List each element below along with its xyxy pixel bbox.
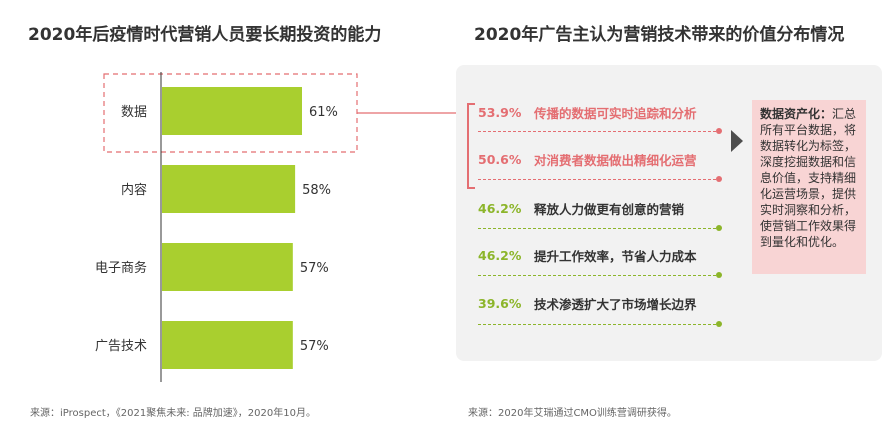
arrow-right-icon xyxy=(731,130,743,152)
category-label: 电子商务 xyxy=(95,260,147,276)
value-item: 53.9% 传播的数据可实时追踪和分析 xyxy=(478,100,697,124)
item-divider xyxy=(478,228,716,229)
bar xyxy=(162,321,293,369)
value-item-pct: 46.2% xyxy=(478,247,522,263)
bar xyxy=(162,243,293,291)
highlight-bracket xyxy=(467,103,475,189)
item-divider xyxy=(478,131,716,132)
item-divider xyxy=(478,324,716,325)
divider-dot xyxy=(716,272,722,278)
value-item-text: 提升工作效率，节省人力成本 xyxy=(534,248,697,264)
note-heading: 数据资产化： xyxy=(760,107,833,121)
item-divider xyxy=(478,179,716,180)
value-item-pct: 53.9% xyxy=(478,104,522,120)
right-source-note: 来源：2020年艾瑞通过CMO训练营调研获得。 xyxy=(468,408,677,419)
divider-dot xyxy=(716,321,722,327)
category-label: 数据 xyxy=(121,105,147,120)
value-item-text: 释放人力做更有创意的营销 xyxy=(534,201,685,217)
divider-dot xyxy=(716,225,722,231)
left-source-note: 来源：iProspect，《2021聚焦未来: 品牌加速》，2020年10月。 xyxy=(30,408,316,419)
value-label: 61% xyxy=(309,105,338,120)
item-divider xyxy=(478,275,716,276)
value-item: 46.2% 释放人力做更有创意的营销 xyxy=(478,196,684,220)
value-item: 39.6% 技术渗透扩大了市场增长边界 xyxy=(478,291,697,315)
value-label: 57% xyxy=(300,339,329,354)
value-item-pct: 50.6% xyxy=(478,151,522,167)
divider-dot xyxy=(716,176,722,182)
value-label: 57% xyxy=(300,261,329,276)
value-item-pct: 39.6% xyxy=(478,295,522,311)
value-item-text: 传播的数据可实时追踪和分析 xyxy=(534,105,697,121)
divider-dot xyxy=(716,128,722,134)
bars-layer: 数据 61% 内容 58% 电子商务 57% 广告技术 57% xyxy=(95,72,467,382)
value-item: 50.6% 对消费者数据做出精细化运营 xyxy=(478,147,697,171)
value-item-text: 技术渗透扩大了市场增长边界 xyxy=(534,296,697,312)
category-label: 内容 xyxy=(121,182,147,198)
left-chart-title: 2020年后疫情时代营销人员要长期投资的能力 xyxy=(28,25,382,45)
category-label: 广告技术 xyxy=(95,339,147,354)
bar xyxy=(162,165,296,213)
value-label: 58% xyxy=(302,183,331,198)
note-body: 汇总所有平台数据，将数据转化为标签，深度挖掘数据和信息价值，支持精细化运营场景，… xyxy=(760,107,857,249)
value-item-text: 对消费者数据做出精细化运营 xyxy=(534,152,697,168)
value-item-pct: 46.2% xyxy=(478,200,522,216)
data-assetization-note: 数据资产化：汇总所有平台数据，将数据转化为标签，深度挖掘数据和信息价值，支持精细… xyxy=(752,100,866,274)
right-chart-title: 2020年广告主认为营销技术带来的价值分布情况 xyxy=(474,25,845,45)
bar xyxy=(162,87,302,135)
value-item: 46.2% 提升工作效率，节省人力成本 xyxy=(478,243,697,267)
